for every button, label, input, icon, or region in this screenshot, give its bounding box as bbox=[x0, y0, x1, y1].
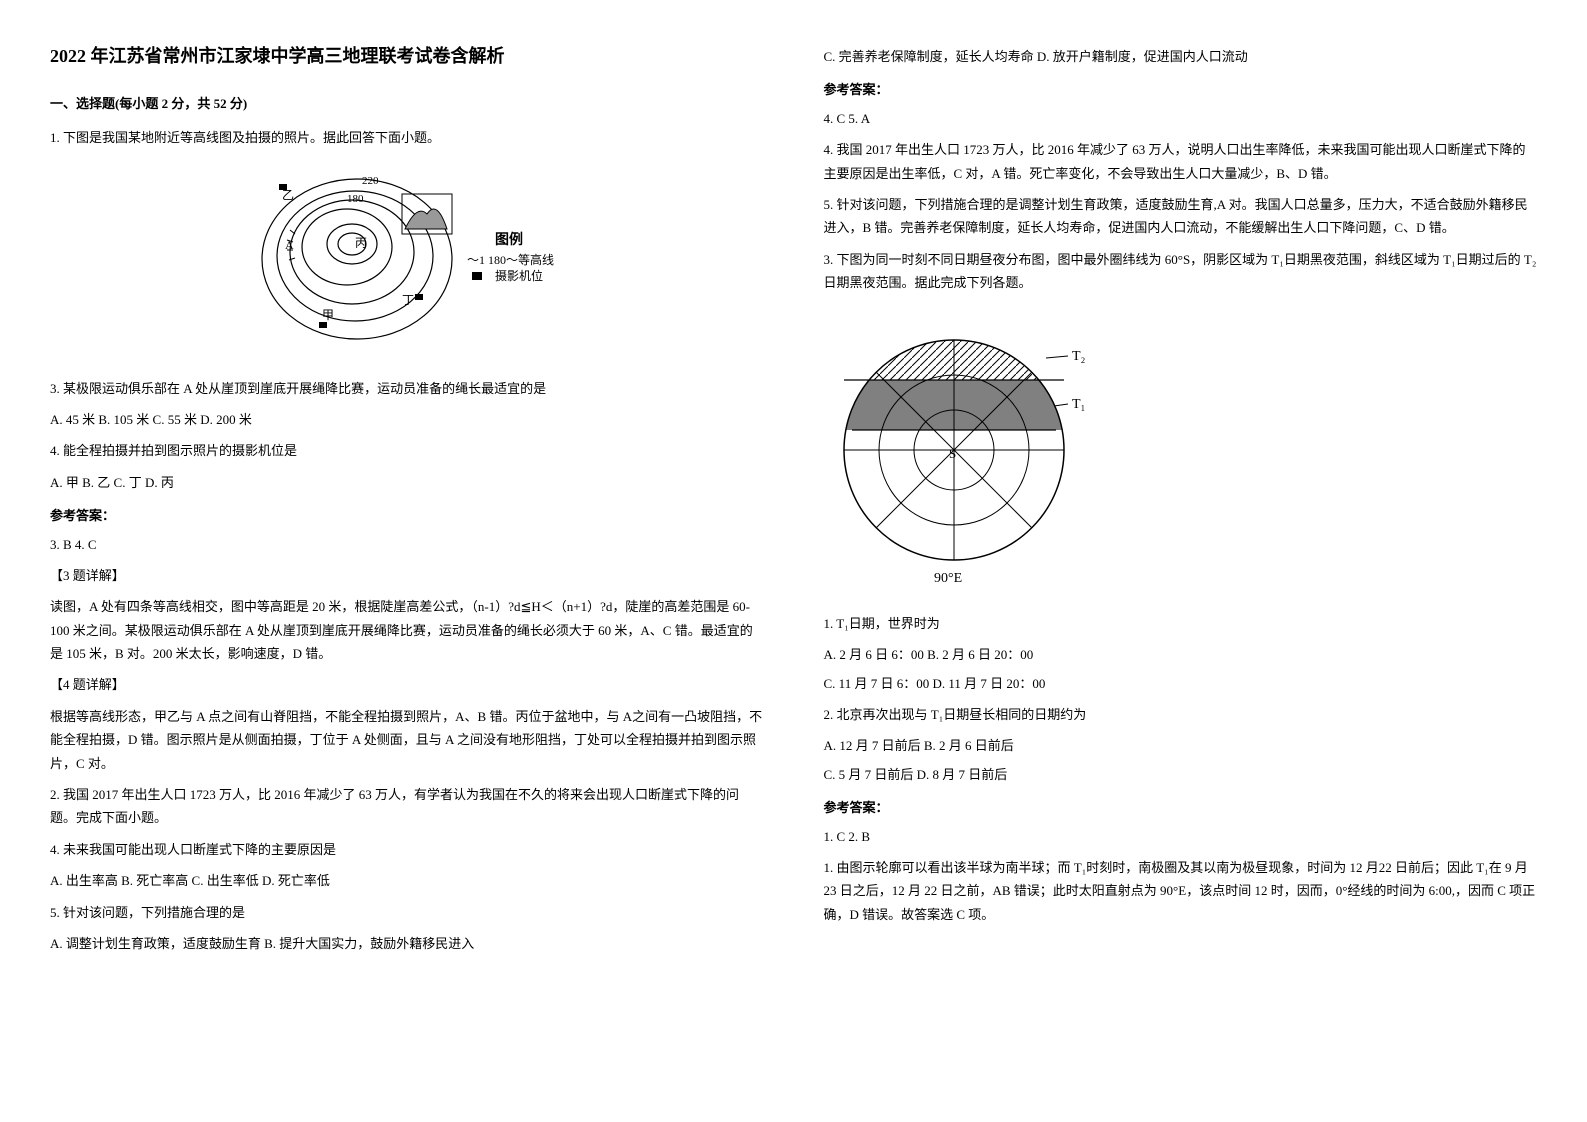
explain4b-p1: 4. 我国 2017 年出生人口 1723 万人，比 2016 年减少了 63 … bbox=[824, 138, 1538, 185]
t2-label: T₂ bbox=[1072, 349, 1086, 364]
legend-camera: 摄影机位 bbox=[495, 268, 543, 283]
q4-text: 4. 能全程拍摄并拍到图示照片的摄影机位是 bbox=[50, 439, 764, 462]
q3-options: A. 45 米 B. 105 米 C. 55 米 D. 200 米 bbox=[50, 408, 764, 431]
legend-title: 图例 bbox=[495, 231, 523, 248]
q4-options: A. 甲 B. 乙 C. 丁 D. 丙 bbox=[50, 471, 764, 494]
q5-text: 5. 针对该问题，下列措施合理的是 bbox=[50, 901, 764, 924]
q5-opt-ab: A. 调整计划生育政策，适度鼓励生育 B. 提升大国实力，鼓励外籍移民进入 bbox=[50, 932, 764, 955]
explain-final: 1. 由图示轮廓可以看出该半球为南半球；而 T₁时刻时，南极圈及其以南为极昼现象… bbox=[824, 856, 1538, 926]
q3-2-opt-cd: C. 5 月 7 日前后 D. 8 月 7 日前后 bbox=[824, 763, 1538, 786]
q4b-text: 4. 未来我国可能出现人口断崖式下降的主要原因是 bbox=[50, 838, 764, 861]
right-column: C. 完善养老保障制度，延长人均寿命 D. 放开户籍制度，促进国内人口流动 参考… bbox=[824, 40, 1538, 960]
point-bing: 丙 bbox=[355, 236, 367, 250]
contour-map-svg: 220 180 A 甲 乙 丙 丁 图例 ～1 180～等高线 摄影机位 bbox=[247, 164, 567, 354]
contour-180: 180 bbox=[347, 193, 364, 205]
q3-2-opt-ab: A. 12 月 7 日前后 B. 2 月 6 日前后 bbox=[824, 734, 1538, 757]
explain4-header: 【4 题详解】 bbox=[50, 673, 764, 696]
polar-svg: T₂ T₁ S 90°E bbox=[824, 310, 1104, 590]
q5-opt-cd: C. 完善养老保障制度，延长人均寿命 D. 放开户籍制度，促进国内人口流动 bbox=[824, 45, 1538, 68]
point-a-label: A bbox=[285, 238, 294, 252]
contour-220: 220 bbox=[362, 175, 379, 187]
answer-header-2: 参考答案： bbox=[824, 78, 1538, 101]
q3-1-opt-ab: A. 2 月 6 日 6：00 B. 2 月 6 日 20：00 bbox=[824, 643, 1538, 666]
q3-1-text: 1. T₁日期，世界时为 bbox=[824, 612, 1538, 635]
answer-12: 1. C 2. B bbox=[824, 825, 1538, 848]
t1-label: T₁ bbox=[1072, 397, 1085, 412]
answer-header-3: 参考答案： bbox=[824, 796, 1538, 819]
q3-1-opt-cd: C. 11 月 7 日 6：00 D. 11 月 7 日 20：00 bbox=[824, 672, 1538, 695]
bottom-label: 90°E bbox=[934, 571, 962, 586]
explain5-p1: 5. 针对该问题，下列措施合理的是调整计划生育政策，适度鼓励生育,A 对。我国人… bbox=[824, 193, 1538, 240]
point-jia: 甲 bbox=[322, 308, 334, 322]
point-ding: 丁 bbox=[402, 293, 414, 307]
q3-text: 3. 某极限运动俱乐部在 A 处从崖顶到崖底开展绳降比赛，运动员准备的绳长最适宜… bbox=[50, 377, 764, 400]
legend-contour: ～1 180～等高线 bbox=[467, 252, 554, 267]
explain3-p1: 读图，A 处有四条等高线相交，图中等高距是 20 米，根据陡崖高差公式，（n-1… bbox=[50, 595, 764, 665]
q3-2-text: 2. 北京再次出现与 T₁日期昼长相同的日期约为 bbox=[824, 703, 1538, 726]
explain3-header: 【3 题详解】 bbox=[50, 564, 764, 587]
q3-polar-stem: 3. 下图为同一时刻不同日期昼夜分布图，图中最外圈纬线为 60°S，阴影区域为 … bbox=[824, 248, 1538, 295]
section-1-header: 一、选择题(每小题 2 分，共 52 分) bbox=[50, 92, 764, 115]
point-yi: 乙 bbox=[282, 188, 294, 202]
q2-stem: 2. 我国 2017 年出生人口 1723 万人，比 2016 年减少了 63 … bbox=[50, 783, 764, 830]
figure-1-contour-map: 220 180 A 甲 乙 丙 丁 图例 ～1 180～等高线 摄影机位 bbox=[50, 164, 764, 361]
answer-34: 3. B 4. C bbox=[50, 533, 764, 556]
page-container: 2022 年江苏省常州市江家埭中学高三地理联考试卷含解析 一、选择题(每小题 2… bbox=[50, 40, 1537, 960]
figure-2-polar-diagram: T₂ T₁ S 90°E bbox=[824, 310, 1538, 597]
q1-stem: 1. 下图是我国某地附近等高线图及拍摄的照片。据此回答下面小题。 bbox=[50, 126, 764, 149]
answer-header-1: 参考答案： bbox=[50, 504, 764, 527]
answer-45: 4. C 5. A bbox=[824, 107, 1538, 130]
s-label: S bbox=[949, 446, 956, 461]
explain4-p1: 根据等高线形态，甲乙与 A 点之间有山脊阻挡，不能全程拍摄到照片，A、B 错。丙… bbox=[50, 705, 764, 775]
left-column: 2022 年江苏省常州市江家埭中学高三地理联考试卷含解析 一、选择题(每小题 2… bbox=[50, 40, 764, 960]
document-title: 2022 年江苏省常州市江家埭中学高三地理联考试卷含解析 bbox=[50, 40, 764, 72]
q4b-options: A. 出生率高 B. 死亡率高 C. 出生率低 D. 死亡率低 bbox=[50, 869, 764, 892]
